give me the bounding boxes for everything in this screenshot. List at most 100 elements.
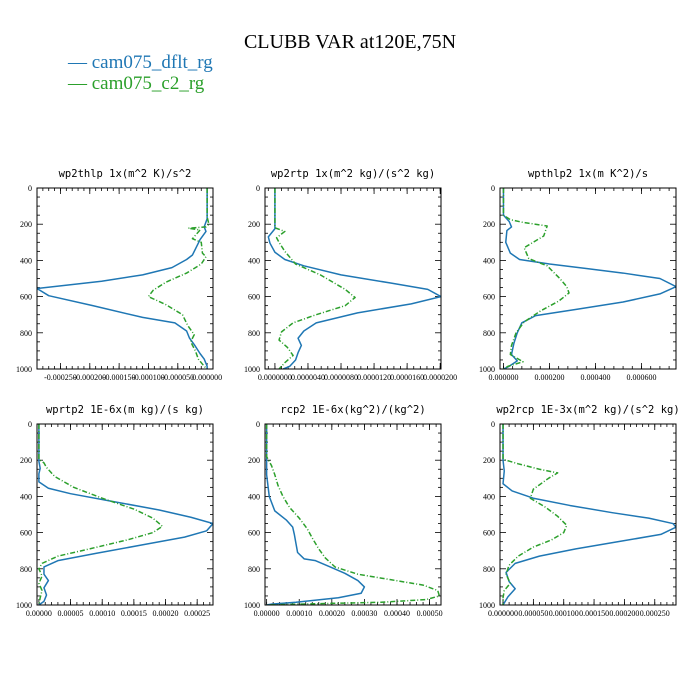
legend: — cam075_dflt_rg — cam075_c2_rg	[67, 52, 213, 94]
y-tick-label: 200	[20, 220, 32, 229]
figure-title: CLUBB VAR at120E,75N	[244, 31, 456, 53]
series-line-cam075_c2_rg	[502, 424, 568, 605]
x-tick-label: -0.000100	[132, 373, 165, 382]
panel-0: wp2thlp 1x(m^2 K)/s^2 0 200 400 600 800 1000 -0…	[16, 168, 222, 382]
x-tick-label: 0.000150	[579, 609, 609, 618]
plot-frame	[36, 423, 214, 606]
y-tick-label: 200	[483, 456, 495, 465]
panel-4: rcp2 1E-6x(kg^2)/(kg^2) 0 200 400 600 800 1000…	[244, 404, 443, 618]
series-line-cam075_c2_rg	[502, 188, 570, 369]
x-tick-label: 0.000600	[626, 373, 656, 382]
y-tick-label: 400	[248, 256, 260, 265]
x-tick-label: 0.000000	[488, 373, 518, 382]
panel-title-4: rcp2 1E-6x(kg^2)/(kg^2)	[280, 404, 425, 416]
y-tick-label: 400	[20, 492, 32, 501]
legend-entry-1: — cam075_c2_rg	[67, 73, 205, 94]
series-line-cam075_c2_rg	[38, 424, 164, 605]
y-tick-label: 200	[248, 220, 260, 229]
series-line-cam075_dflt_rg	[502, 424, 676, 605]
y-tick-label: 0	[491, 420, 495, 429]
y-tick-label: 800	[483, 565, 495, 574]
y-tick-label: 1000	[16, 601, 32, 610]
y-tick-label: 600	[483, 529, 495, 538]
series-line-cam075_dflt_rg	[38, 424, 213, 605]
y-tick-label: 400	[483, 492, 495, 501]
x-tick-label: -0.000150	[103, 373, 136, 382]
x-tick-label: 0.0000000	[258, 373, 292, 382]
panel-1: wp2rtp 1x(m^2 kg)/(s^2 kg) 0 200 400 600 800 1…	[244, 168, 457, 382]
series-line-cam075_c2_rg	[265, 424, 441, 605]
x-tick-label: 0.00005	[58, 609, 84, 618]
panel-title-2: wpthlp2 1x(m K^2)/s	[528, 168, 648, 180]
panel-title-3: wprtp2 1E-6x(m kg)/(s kg)	[46, 404, 204, 416]
x-tick-label: -0.000200	[73, 373, 106, 382]
panel-2: wpthlp2 1x(m K^2)/s020040060080010000.00…	[479, 168, 677, 382]
x-tick-label: 0.0000080	[324, 373, 358, 382]
x-tick-label: 0.0000200	[423, 373, 457, 382]
x-tick-label: 0.000100	[549, 609, 579, 618]
series-line-cam075_dflt_rg	[267, 188, 441, 369]
y-tick-label: 0	[256, 184, 260, 193]
y-tick-label: 800	[20, 329, 32, 338]
plot-frame	[499, 187, 677, 370]
x-tick-label: 0.00015	[121, 609, 147, 618]
panel-3: wprtp2 1E-6x(m kg)/(s kg) 0 200 400 600 800 10…	[16, 404, 214, 618]
series-line-cam075_dflt_rg	[37, 188, 208, 369]
y-tick-label: 600	[248, 293, 260, 302]
y-tick-label: 200	[20, 456, 32, 465]
x-tick-label: 0.00020	[153, 609, 179, 618]
plot-frame	[36, 187, 214, 370]
plot-frame	[499, 423, 677, 606]
y-tick-label: 1000	[479, 365, 495, 374]
x-tick-label: 0.00030	[351, 609, 377, 618]
x-tick-label: -0.000250	[44, 373, 77, 382]
panel-title-5: wp2rcp 1E-3x(m^2 kg)/(s^2 kg)	[496, 404, 679, 416]
x-tick-label: 0.0000120	[357, 373, 391, 382]
panel-title-1: wp2rtp 1x(m^2 kg)/(s^2 kg)	[271, 168, 435, 180]
x-tick-label: 0.000250	[640, 609, 670, 618]
y-tick-label: 600	[20, 293, 32, 302]
y-tick-label: 400	[20, 256, 32, 265]
y-tick-label: 800	[248, 565, 260, 574]
x-tick-label: 0.000000	[488, 609, 518, 618]
y-tick-label: 800	[20, 565, 32, 574]
x-tick-label: 0.000050	[518, 609, 548, 618]
y-tick-label: 800	[248, 329, 260, 338]
x-tick-label: 0.000000	[192, 373, 222, 382]
y-tick-label: 1000	[16, 365, 32, 374]
y-tick-label: 1000	[479, 601, 495, 610]
panel-title-0: wp2thlp 1x(m^2 K)/s^2	[59, 168, 192, 180]
x-tick-label: 0.00020	[319, 609, 345, 618]
y-tick-label: 600	[483, 293, 495, 302]
plot-frame	[264, 187, 442, 370]
plot-frame	[264, 423, 442, 606]
y-tick-label: 1000	[244, 601, 260, 610]
series-line-cam075_c2_rg	[147, 188, 210, 369]
y-tick-label: 600	[20, 529, 32, 538]
x-tick-label: 0.000400	[580, 373, 610, 382]
x-tick-label: 0.0000040	[291, 373, 325, 382]
y-tick-label: 0	[491, 184, 495, 193]
x-tick-label: 0.00010	[286, 609, 312, 618]
y-tick-label: 400	[483, 256, 495, 265]
y-tick-label: 400	[248, 492, 260, 501]
y-tick-label: 800	[483, 329, 495, 338]
y-tick-label: 1000	[244, 365, 260, 374]
y-tick-label: 600	[248, 529, 260, 538]
x-tick-label: 0.00025	[184, 609, 210, 618]
series-line-cam075_dflt_rg	[502, 188, 676, 369]
x-tick-label: 0.00010	[89, 609, 115, 618]
y-tick-label: 0	[28, 420, 32, 429]
panels: wp2thlp 1x(m^2 K)/s^2 0 200 400 600 800 1000 -0…	[16, 168, 680, 618]
x-tick-label: 0.00050	[417, 609, 443, 618]
x-tick-label: 0.00040	[384, 609, 410, 618]
y-tick-label: 200	[483, 220, 495, 229]
x-tick-label: 0.00000	[254, 609, 280, 618]
x-tick-label: 0.00000	[26, 609, 52, 618]
series-line-cam075_c2_rg	[274, 188, 356, 369]
panel-5: wp2rcp 1E-3x(m^2 kg)/(s^2 kg)0 200 400 600 8…	[479, 404, 680, 618]
legend-entry-0: — cam075_dflt_rg	[67, 52, 213, 73]
y-tick-label: 200	[248, 456, 260, 465]
y-tick-label: 0	[256, 420, 260, 429]
